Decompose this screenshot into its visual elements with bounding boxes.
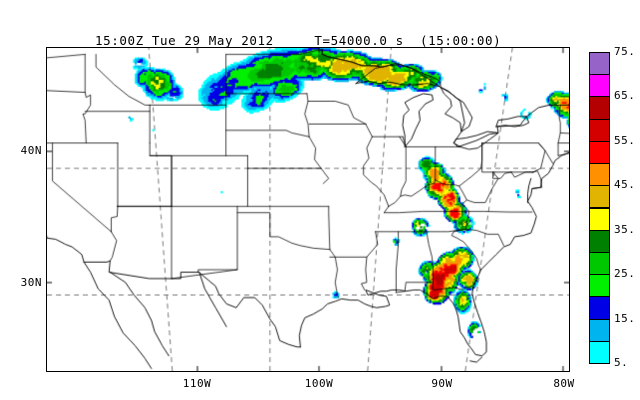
colorbar [589, 52, 610, 364]
x-axis-tick-80w: 80W [553, 377, 575, 390]
colorbar-block-2 [589, 296, 610, 320]
radar-reflectivity-map [47, 48, 569, 371]
plot-title: 15:00Z Tue 29 May 2012 T=54000.0 s (15:0… [0, 18, 580, 48]
colorbar-label-25: 25. [614, 267, 636, 281]
colorbar-block-10 [589, 118, 610, 142]
colorbar-label-15: 15. [614, 311, 636, 325]
y-axis-tick-40n: 40N [20, 144, 42, 157]
x-axis-tick-100w: 100W [304, 377, 334, 390]
colorbar-block-5 [589, 229, 610, 253]
colorbar-block-11 [589, 96, 610, 120]
y-axis-tick-30n: 30N [20, 276, 42, 289]
colorbar-block-6 [589, 207, 610, 231]
colorbar-label-65: 65. [614, 89, 636, 103]
colorbar-block-1 [589, 318, 610, 342]
x-axis-tick-110w: 110W [182, 377, 212, 390]
colorbar-label-45: 45. [614, 178, 636, 192]
colorbar-block-13 [589, 52, 610, 76]
colorbar-block-12 [589, 74, 610, 98]
colorbar-label-5: 5. [614, 356, 629, 369]
colorbar-block-8 [589, 163, 610, 187]
colorbar-label-35: 35. [614, 222, 636, 236]
colorbar-label-55: 55. [614, 133, 636, 147]
colorbar-block-3 [589, 274, 610, 298]
colorbar-block-9 [589, 140, 610, 165]
colorbar-block-7 [589, 185, 610, 209]
colorbar-label-75: 75. [614, 45, 636, 58]
plot-title-text: 15:00Z Tue 29 May 2012 T=54000.0 s (15:0… [94, 33, 502, 48]
colorbar-block-4 [589, 251, 610, 276]
map-plot-frame [46, 47, 570, 372]
colorbar-block-0 [589, 340, 610, 364]
x-axis-tick-90w: 90W [431, 377, 453, 390]
